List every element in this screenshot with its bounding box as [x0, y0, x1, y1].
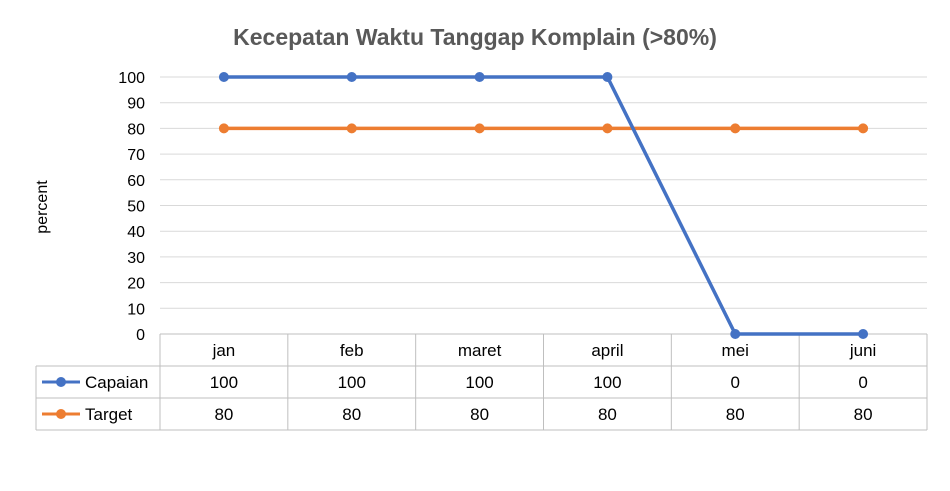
table-value: 100: [465, 373, 493, 392]
x-category-label: mei: [722, 341, 749, 360]
series-lines: [218, 72, 869, 339]
x-category-label: juni: [849, 341, 876, 360]
data-point-capaian: [346, 72, 357, 82]
y-tick-label: 10: [127, 301, 145, 318]
x-category-label: feb: [340, 341, 364, 360]
x-category-label: maret: [458, 341, 502, 360]
gridlines: [160, 76, 927, 335]
data-point-target: [474, 123, 485, 134]
data-point-target: [602, 123, 613, 134]
y-tick-label: 100: [118, 70, 145, 87]
table-value: 100: [338, 373, 366, 392]
y-tick-label: 40: [127, 224, 145, 241]
x-category-label: jan: [212, 341, 236, 360]
y-tick-label: 90: [127, 96, 145, 113]
legend-label: Capaian: [85, 373, 148, 392]
data-point-capaian: [218, 72, 229, 82]
y-tick-label: 60: [127, 173, 145, 190]
data-point-capaian: [474, 72, 485, 82]
y-tick-label: 0: [136, 327, 145, 344]
data-point-target: [218, 123, 229, 134]
data-point-target: [730, 123, 741, 134]
table-value: 80: [726, 405, 745, 424]
x-category-label: april: [591, 341, 623, 360]
legend-marker-capaian: [56, 377, 66, 387]
series-line-capaian: [223, 75, 864, 336]
y-tick-label: 70: [127, 147, 145, 164]
y-tick-label: 50: [127, 199, 145, 216]
y-axis-ticks: 0 10 20 30 40 50 60 70 80 90 100: [118, 70, 145, 344]
y-tick-label: 20: [127, 276, 145, 293]
table-value: 100: [593, 373, 621, 392]
table-value: 80: [854, 405, 873, 424]
table-value: 0: [858, 373, 867, 392]
table-value: 80: [598, 405, 617, 424]
table-value: 80: [214, 405, 233, 424]
legend-marker-target: [56, 409, 66, 419]
table-value: 100: [210, 373, 238, 392]
data-point-target: [346, 123, 357, 134]
table-value: 80: [470, 405, 489, 424]
y-tick-label: 30: [127, 250, 145, 267]
data-point-capaian: [730, 329, 741, 339]
legend-label: Target: [85, 405, 133, 424]
data-table: jan feb maret april mei juni Capaian 100 100 100 1…: [35, 333, 928, 431]
table-value: 80: [342, 405, 361, 424]
data-point-target: [858, 123, 869, 134]
table-value: 0: [731, 373, 740, 392]
chart-title: Kecepatan Waktu Tanggap Komplain (>80%): [233, 24, 717, 50]
data-point-capaian: [602, 72, 613, 82]
y-axis-label: percent: [34, 180, 51, 234]
y-tick-label: 80: [127, 121, 145, 138]
data-point-capaian: [858, 329, 869, 339]
